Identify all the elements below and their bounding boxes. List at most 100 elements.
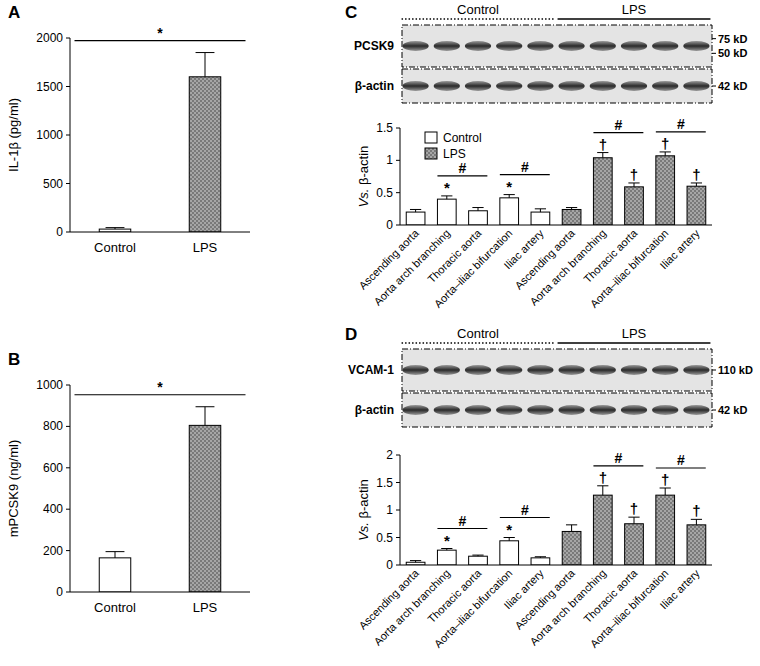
significance-mark: * xyxy=(506,521,512,538)
bracket-label: # xyxy=(521,159,529,175)
y-tick xyxy=(396,192,400,193)
error-cap xyxy=(535,556,546,557)
significance-mark: † xyxy=(630,500,638,517)
blot-band xyxy=(652,41,678,51)
bar xyxy=(562,531,581,565)
bar xyxy=(189,77,221,232)
y-tick xyxy=(396,160,400,161)
x-tick-label: Thoracic aorta xyxy=(581,566,640,625)
y-axis-label: Vs. β-actin xyxy=(356,146,371,208)
blot-band xyxy=(496,41,522,51)
y-tick-label: 500 xyxy=(43,177,63,191)
bar xyxy=(469,211,488,225)
y-tick xyxy=(66,592,70,593)
error-stem xyxy=(634,517,635,524)
blot-band xyxy=(465,81,491,91)
y-tick-label: 0 xyxy=(386,558,393,572)
y-tick-label: 0 xyxy=(56,585,63,599)
blot-band xyxy=(527,405,553,415)
legend-label: Control xyxy=(443,131,482,145)
size-marker: 42 kD xyxy=(718,404,747,416)
blot-band xyxy=(621,81,647,91)
bracket-label: # xyxy=(615,117,623,133)
x-axis xyxy=(70,592,250,593)
plot-area xyxy=(99,407,221,592)
significance-mark: † xyxy=(599,136,607,153)
bar xyxy=(531,558,550,565)
y-tick-label: 2 xyxy=(386,448,393,462)
panel: B02004006008001000mPCSK9 (ng/ml)ControlL… xyxy=(6,350,250,615)
significance-mark: * xyxy=(444,179,450,196)
error-bar xyxy=(566,525,577,532)
x-tick-label: LPS xyxy=(193,240,218,255)
blot-band xyxy=(496,365,522,375)
error-bar xyxy=(410,561,421,563)
blot-group-line xyxy=(402,342,555,344)
blot-band xyxy=(590,365,616,375)
y-tick xyxy=(66,426,70,427)
significance-mark: * xyxy=(444,532,450,549)
blot-row-label: PCSK9 xyxy=(354,39,394,53)
y-tick-label: 1.5 xyxy=(376,121,393,135)
blot-band xyxy=(590,41,616,51)
blot-group-label: Control xyxy=(457,326,499,341)
panel-label: D xyxy=(345,325,357,344)
error-bar xyxy=(691,519,702,525)
blot-band xyxy=(402,405,428,415)
blot-band xyxy=(496,81,522,91)
y-tick xyxy=(66,550,70,551)
y-tick xyxy=(396,482,400,483)
error-stem xyxy=(205,407,206,426)
legend-label: LPS xyxy=(443,147,466,161)
significance-mark: * xyxy=(506,178,512,195)
error-bar xyxy=(441,549,452,551)
blot-band xyxy=(558,41,584,51)
size-tick xyxy=(712,38,716,39)
error-stem xyxy=(115,552,116,558)
y-axis xyxy=(70,385,71,592)
error-stem xyxy=(602,486,603,495)
blot-band xyxy=(590,81,616,91)
blot-group-line xyxy=(558,342,711,344)
blot-band xyxy=(621,405,647,415)
blot-group-label: LPS xyxy=(622,326,647,341)
blot-band xyxy=(402,365,428,375)
blot-band xyxy=(558,81,584,91)
bar xyxy=(469,556,488,565)
error-stem xyxy=(205,53,206,77)
y-tick-label: 1 xyxy=(386,153,393,167)
blot-row-label: VCAM-1 xyxy=(348,363,394,377)
blot-band xyxy=(652,405,678,415)
error-bar xyxy=(660,152,671,156)
bracket-label: # xyxy=(615,450,623,466)
blot-band xyxy=(652,365,678,375)
error-bar xyxy=(660,488,671,495)
y-tick xyxy=(66,38,70,39)
bar xyxy=(593,158,612,225)
blot-row-label: β-actin xyxy=(355,403,394,417)
size-tick xyxy=(712,370,716,371)
plot-area xyxy=(406,152,706,225)
blot-band xyxy=(434,405,460,415)
significance-mark: † xyxy=(692,502,700,519)
x-tick-label: Thoracic aorta xyxy=(425,226,484,285)
y-tick-label: 0.5 xyxy=(376,186,393,200)
y-tick-label: 1.5 xyxy=(376,476,393,490)
y-tick-label: 0 xyxy=(386,218,393,232)
bracket-label: # xyxy=(459,513,467,529)
error-bar xyxy=(472,555,483,556)
blot-band xyxy=(621,365,647,375)
y-tick xyxy=(66,509,70,510)
error-bar xyxy=(106,552,125,558)
error-cap xyxy=(566,524,577,525)
blot-band xyxy=(402,41,428,51)
error-cap xyxy=(410,209,421,210)
panel: D00.511.52Vs. β-actinAscending aortaAort… xyxy=(345,325,753,650)
y-label-part: β-actin xyxy=(356,479,371,522)
error-bar xyxy=(691,183,702,186)
error-cap xyxy=(472,207,483,208)
y-tick-label: 2000 xyxy=(36,31,63,45)
bar xyxy=(656,156,675,225)
error-bar xyxy=(196,53,215,77)
bar xyxy=(531,212,550,225)
